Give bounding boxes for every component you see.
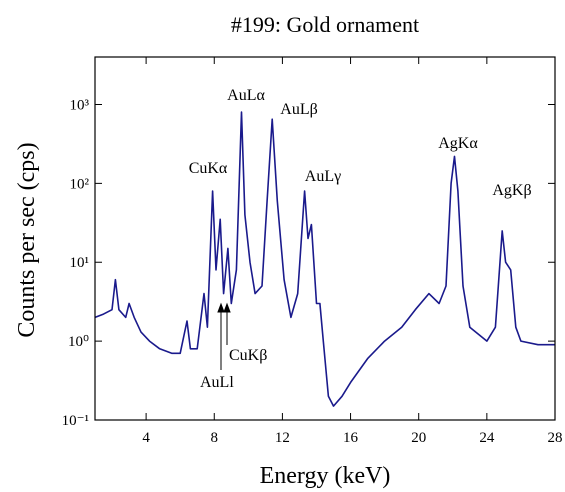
annotation: AuLα <box>227 87 265 104</box>
y-tick-label: 10⁰ <box>68 334 89 350</box>
x-tick-label: 20 <box>411 430 426 446</box>
annotation: AuLβ <box>280 101 317 118</box>
y-axis-label: Counts per sec (cps) <box>14 142 40 337</box>
x-axis-label: Energy (keV) <box>260 463 391 489</box>
annotation: AgKβ <box>492 182 531 199</box>
x-tick-label: 4 <box>142 430 150 446</box>
x-tick-label: 24 <box>479 430 495 446</box>
annotation: AgKα <box>438 135 478 152</box>
annotation: AuLl <box>200 374 234 391</box>
x-tick-label: 28 <box>548 430 563 446</box>
chart-title: #199: Gold ornament <box>231 12 419 37</box>
x-tick-label: 16 <box>343 430 359 446</box>
y-tick-label: 10⁻¹ <box>62 413 89 429</box>
y-tick-label: 10² <box>70 176 90 192</box>
annotation-arrows <box>217 302 231 370</box>
arrow-head <box>223 302 231 313</box>
arrow-head <box>217 302 225 313</box>
annotation: AuLγ <box>305 168 341 185</box>
plot-area <box>94 111 555 407</box>
annotation: CuKβ <box>229 347 267 364</box>
x-tick-label: 8 <box>211 430 219 446</box>
x-tick-label: 12 <box>275 430 290 446</box>
y-tick-label: 10¹ <box>70 255 90 271</box>
spectrum-line <box>94 111 555 407</box>
plot-frame <box>94 56 556 421</box>
annotation: CuKα <box>189 160 228 177</box>
y-tick-label: 10³ <box>70 97 90 113</box>
